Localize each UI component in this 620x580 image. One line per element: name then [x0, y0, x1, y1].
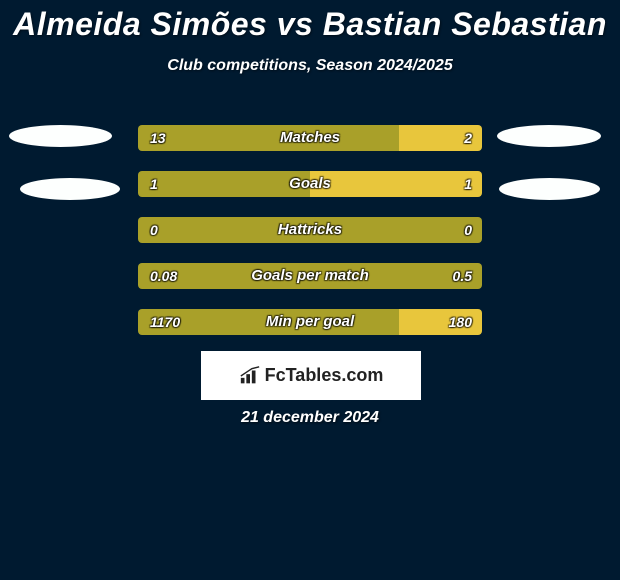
stat-rows: 132Matches 11Goals 00Hattricks 0.080.5Goals… — [0, 125, 620, 355]
page-title: Almeida Simões vs Bastian Sebastian — [0, 0, 620, 43]
watermark: FcTables.com — [201, 351, 421, 400]
stat-label: Matches — [138, 125, 482, 151]
stat-row: 00Hattricks — [0, 217, 620, 243]
comparison-infographic: Almeida Simões vs Bastian Sebastian Club… — [0, 0, 620, 580]
stat-row: 11Goals — [0, 171, 620, 197]
stat-row: 1170180Min per goal — [0, 309, 620, 335]
stat-row: 132Matches — [0, 125, 620, 151]
watermark-text: FcTables.com — [265, 365, 384, 386]
chart-icon — [239, 366, 261, 386]
page-subtitle: Club competitions, Season 2024/2025 — [0, 57, 620, 75]
stat-label: Hattricks — [138, 217, 482, 243]
stat-label: Goals — [138, 171, 482, 197]
date-label: 21 december 2024 — [0, 409, 620, 427]
stat-row: 0.080.5Goals per match — [0, 263, 620, 289]
stat-label: Goals per match — [138, 263, 482, 289]
stat-label: Min per goal — [138, 309, 482, 335]
